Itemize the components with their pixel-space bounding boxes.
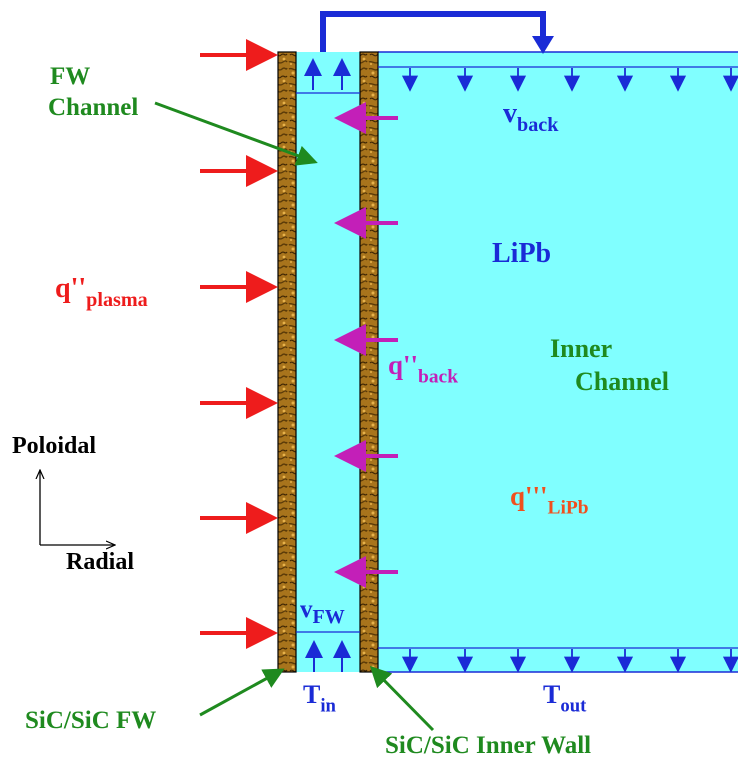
sic-inner-wall xyxy=(359,51,379,673)
sic-inner-wall-pointer xyxy=(369,665,435,732)
fw-channel xyxy=(296,52,360,672)
back-heat-flux-arrows xyxy=(334,102,398,588)
fw-channel-pointer xyxy=(154,101,318,166)
radial-label: Radial xyxy=(66,549,135,575)
v-fw-label: vFW xyxy=(300,596,345,628)
poloidal-label: Poloidal xyxy=(12,433,97,459)
t-in-label: Tin xyxy=(303,680,336,717)
inner-channel-top-flow-arrows xyxy=(401,68,738,92)
plasma-heat-flux-arrows xyxy=(200,39,278,649)
fw-channel-top-flow-arrows xyxy=(304,58,351,90)
lipb-label: LiPb xyxy=(492,238,552,269)
sic-fw-pointer xyxy=(199,668,285,717)
sic-inner-wall-label: SiC/SiC Inner Wall xyxy=(385,732,592,759)
q-lipb-label: q'''LiPb xyxy=(510,481,589,519)
fw-channel-inlet-arrows xyxy=(305,640,351,672)
inner-channel-label: Inner Channel xyxy=(550,334,669,396)
q-plasma-label: q''plasma xyxy=(55,273,148,312)
v-back-label: vback xyxy=(503,98,559,137)
t-out-label: Tout xyxy=(543,680,587,717)
q-back-label: q''back xyxy=(388,350,458,388)
return-flow-arrow xyxy=(320,11,554,54)
inner-channel xyxy=(378,52,738,672)
coordinate-axes xyxy=(40,470,115,545)
inner-channel-outlet-arrows xyxy=(401,649,738,673)
fw-channel-label: FW Channel xyxy=(48,63,139,121)
sic-fw-wall xyxy=(277,51,297,673)
sic-fw-label: SiC/SiC FW xyxy=(25,707,157,734)
